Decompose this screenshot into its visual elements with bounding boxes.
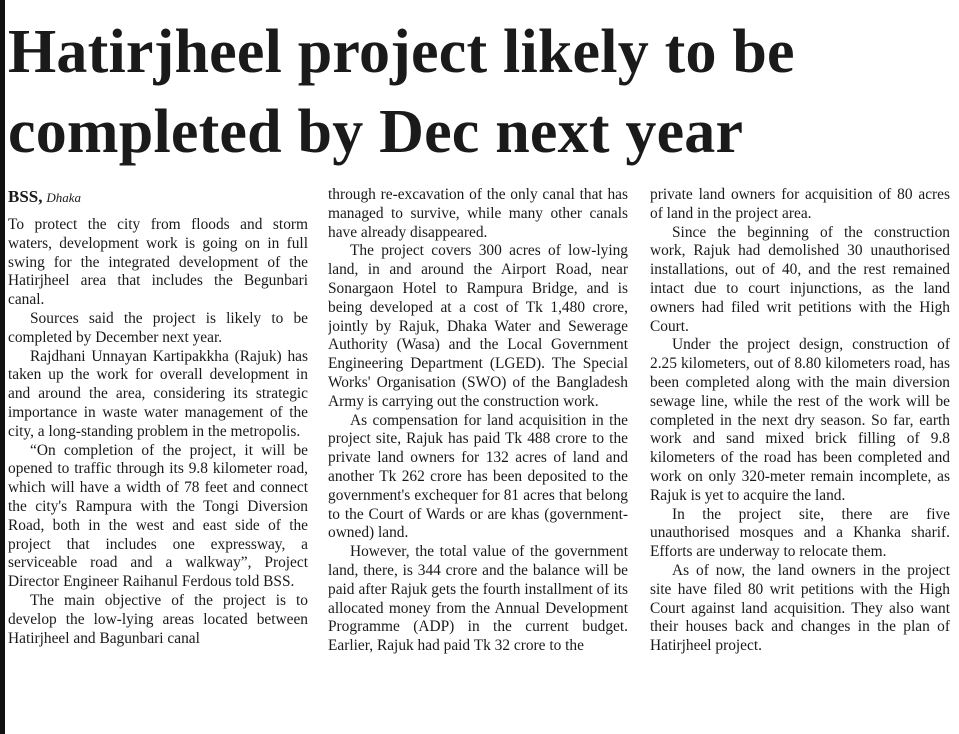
paragraph: The main objective of the project is to …	[8, 591, 308, 647]
column: through re-excavation of the only canal …	[328, 186, 628, 732]
paragraph: “On completion of the project, it will b…	[8, 441, 308, 591]
paragraph: Since the beginning of the construction …	[650, 223, 950, 335]
headline: Hatirjheel project likely to be complete…	[8, 18, 795, 166]
column: private land owners for acquisition of 8…	[650, 186, 950, 732]
paragraph: Under the project design, construction o…	[650, 336, 950, 504]
paragraph: through re-excavation of the only canal …	[328, 186, 628, 241]
byline: BSS, Dhaka	[8, 186, 308, 209]
column: BSS, Dhaka To protect the city from floo…	[8, 186, 308, 732]
paragraph: private land owners for acquisition of 8…	[650, 186, 950, 222]
paragraph: As of now, the land owners in the projec…	[650, 561, 950, 655]
paragraph: To protect the city from floods and stor…	[8, 216, 308, 309]
paragraph: As compensation for land acquisition in …	[328, 411, 628, 542]
agency: BSS,	[8, 187, 43, 206]
place: Dhaka	[46, 190, 82, 205]
edge-strip	[0, 0, 5, 734]
paragraph: However, the total value of the governme…	[328, 543, 628, 655]
paragraph: In the project site, there are five unau…	[650, 505, 950, 561]
paragraph: The project covers 300 acres of low-lyin…	[328, 242, 628, 410]
paragraph: Rajdhani Unnayan Kartipakkha (Rajuk) has…	[8, 347, 308, 440]
paragraph: Sources said the project is likely to be…	[8, 309, 308, 346]
